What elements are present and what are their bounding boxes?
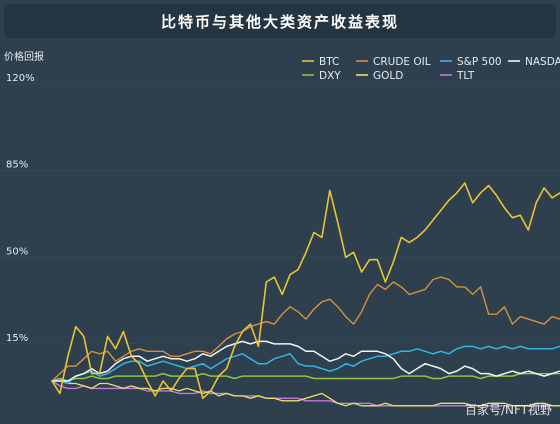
legend-label: S&P 500 bbox=[457, 56, 502, 68]
y-tick-label: 50% bbox=[6, 246, 28, 257]
legend-label: DXY bbox=[319, 70, 341, 82]
series-line-gold bbox=[51, 377, 560, 407]
legend-label: TLT bbox=[456, 70, 475, 82]
chart-title: 比特币与其他大类资产收益表现 bbox=[160, 12, 399, 31]
series-line-dxy bbox=[51, 372, 560, 382]
legend-label: CRUDE OIL bbox=[373, 56, 431, 68]
legend-label: GOLD bbox=[373, 70, 403, 82]
y-tick-label: 120% bbox=[6, 73, 35, 84]
y-tick-labels: 15% 50% 85% 120% bbox=[6, 73, 35, 344]
series-line-nasdaq bbox=[51, 340, 560, 382]
series-line-crude-oil bbox=[51, 276, 560, 382]
chart-title-bar: 比特币与其他大类资产收益表现 bbox=[4, 4, 556, 38]
legend-label: BTC bbox=[319, 56, 339, 68]
grid-lines bbox=[0, 83, 560, 345]
y-axis-title: 价格回报 bbox=[4, 52, 44, 63]
series-lines bbox=[51, 182, 560, 407]
legend-label: NASDAQ bbox=[525, 56, 560, 68]
watermark: 百家号/NFT视野 bbox=[464, 403, 552, 417]
legend: BTC CRUDE OIL S&P 500 NASDAQ DXY GOLD TLT bbox=[302, 56, 560, 82]
y-tick-label: 15% bbox=[6, 333, 28, 344]
y-tick-label: 85% bbox=[6, 160, 28, 171]
series-line-btc bbox=[51, 182, 560, 400]
